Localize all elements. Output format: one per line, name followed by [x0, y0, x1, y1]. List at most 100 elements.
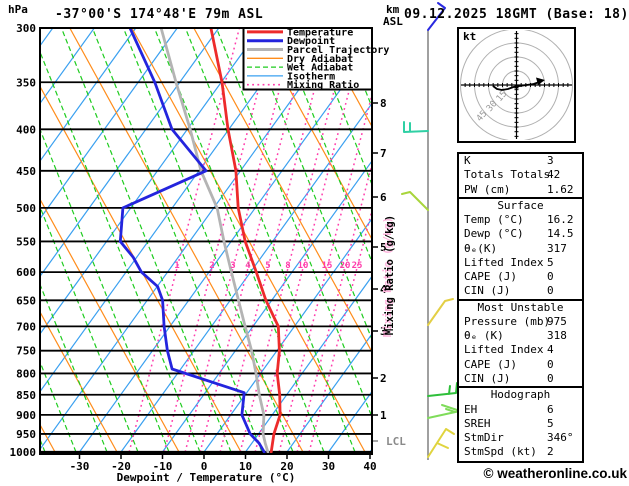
wind-barb [427, 298, 454, 326]
panel-row: Pressure (mb) 975 [459, 315, 582, 329]
wet-adiabat-line [40, 205, 139, 453]
panel-section: Hodograph EH 6 SREH 5 StmDir 346° StmSpd (kt) 2 [459, 386, 582, 459]
panel-row: Lifted Index 4 [459, 343, 582, 357]
temp-tick-label: 10 [239, 460, 252, 473]
pressure-tick-label: 450 [16, 165, 36, 178]
legend-item-label: Temperature [287, 27, 353, 38]
km-tick-label: 6 [380, 191, 387, 204]
panel-row-label: CIN (J) [464, 371, 511, 385]
panel-row-value: 346° [547, 431, 574, 445]
wet-adiabat-line [339, 28, 372, 109]
panel-row-value: 14.5 [547, 227, 574, 241]
panel-row-label: Totals Totals [464, 168, 551, 182]
mixing-ratio-line [296, 161, 372, 453]
background-grid [0, 28, 372, 453]
temp-tick-label: 20 [280, 460, 293, 473]
wet-adiabat-line [184, 28, 356, 453]
hodograph-unit: kt [463, 30, 476, 43]
panel-row-label: StmSpd (kt) [464, 445, 537, 459]
panel-row-value: 42 [547, 168, 561, 182]
pressure-tick-label: 800 [16, 367, 36, 380]
wind-barb [427, 404, 461, 419]
dewpoint-curve [118, 28, 266, 454]
panel-row-label: PW (cm) [464, 182, 511, 196]
mixing-ratio-line [308, 207, 372, 453]
isotherm-line [0, 28, 11, 452]
panel-row-value: 0 [547, 270, 554, 284]
panel-row: Lifted Index 5 [459, 256, 582, 270]
panel-row-label: Dewp (°C) [464, 227, 524, 241]
panel-row-value: 317 [547, 241, 567, 255]
panel-row-label: K [464, 154, 471, 167]
km-tick-label: 7 [380, 147, 387, 160]
panel-row-label: CAPE (J) [464, 357, 517, 371]
pressure-tick-label: 400 [16, 123, 36, 136]
panel-section: K 3 Totals Totals 42 PW (cm) 1.62 [459, 154, 582, 197]
panel-row-value: 6 [547, 402, 554, 416]
panel-row-value: 1.62 [547, 182, 574, 196]
isotherm-line [286, 332, 372, 453]
temperature-curve [209, 28, 282, 454]
isotherm-line [40, 28, 178, 220]
wet-adiabat-line [40, 282, 108, 453]
mixing-ratio-value-label: 15 [322, 261, 333, 271]
panel-row: CIN (J) 0 [459, 372, 582, 386]
mixing-ratio-value-label: 5 [265, 261, 270, 271]
mixing-ratio-axis-label: Mixing Ratio (g/kg) [384, 215, 396, 335]
panel-row-value: 318 [547, 329, 567, 343]
temp-tick-label: -20 [111, 460, 131, 473]
panel-section-title: Surface [497, 198, 544, 212]
wet-adiabat-line [215, 28, 372, 419]
wet-adiabat-line [40, 127, 170, 453]
km-tick-label: 8 [380, 97, 387, 110]
isotherm-line [245, 275, 372, 453]
panel-section: Surface Temp (°C) 16.2 Dewp (°C) 14.5 θₑ(K) 31… [459, 196, 582, 299]
wet-adiabat-line [153, 28, 325, 453]
wet-adiabat-line [91, 28, 263, 453]
sounding-profiles [118, 28, 282, 454]
panel-row-value: 0 [547, 284, 554, 298]
panel-row-value: 975 [547, 314, 567, 328]
legend-item-label: Parcel Trajectory [287, 44, 389, 56]
wet-adiabat-line [40, 360, 77, 453]
pressure-axis-unit: hPa [8, 3, 28, 16]
isotherm-line [40, 28, 261, 335]
isotherm-line [40, 28, 95, 105]
mixing-ratio-value-label: 2 [209, 261, 214, 271]
temp-tick-label: -30 [70, 460, 90, 473]
panel-row-label: Lifted Index [464, 255, 544, 269]
isotherm-line [40, 28, 137, 163]
wet-adiabat-line [246, 28, 372, 342]
km-tick-label: 1 [380, 409, 387, 422]
mixing-ratio-value-label: 8 [285, 261, 290, 271]
panel-section-title: Hodograph [490, 388, 551, 402]
hodograph-trace-arrow [536, 77, 545, 85]
parcel-trajectory-curve [159, 28, 270, 454]
lcl-label: LCL [386, 435, 406, 448]
altitude-unit-km: km [386, 3, 400, 16]
mixing-ratio-line [254, 28, 367, 453]
panel-row-label: Temp (°C) [464, 213, 524, 227]
isotherm-line [79, 44, 372, 453]
panel-row-label: Pressure (mb) [464, 314, 551, 328]
legend-item-label: Dry Adiabat [287, 53, 353, 65]
dry-adiabat-line [255, 28, 372, 241]
panel-section: Most Unstable Pressure (mb) 975 θₑ (K) 318 Li… [459, 298, 582, 387]
altitude-unit-asl: ASL [383, 15, 403, 28]
pressure-tick-label: 350 [16, 76, 36, 89]
wind-barb [427, 428, 455, 458]
hodograph-origin-marker [514, 84, 519, 89]
panel-row: PW (cm) 1.62 [459, 183, 582, 197]
panel-row-value: 2 [547, 445, 554, 459]
mixing-ratio-value-label: 10 [298, 261, 309, 271]
wet-adiabat-line [40, 50, 201, 453]
panel-row: Temp (°C) 16.2 [459, 213, 582, 227]
wind-barb [427, 382, 458, 397]
panel-row-label: θₑ(K) [464, 241, 498, 255]
panel-row-label: Lifted Index [464, 343, 544, 357]
wet-adiabat-line [277, 28, 372, 264]
panel-row: Dewp (°C) 14.5 [459, 227, 582, 241]
